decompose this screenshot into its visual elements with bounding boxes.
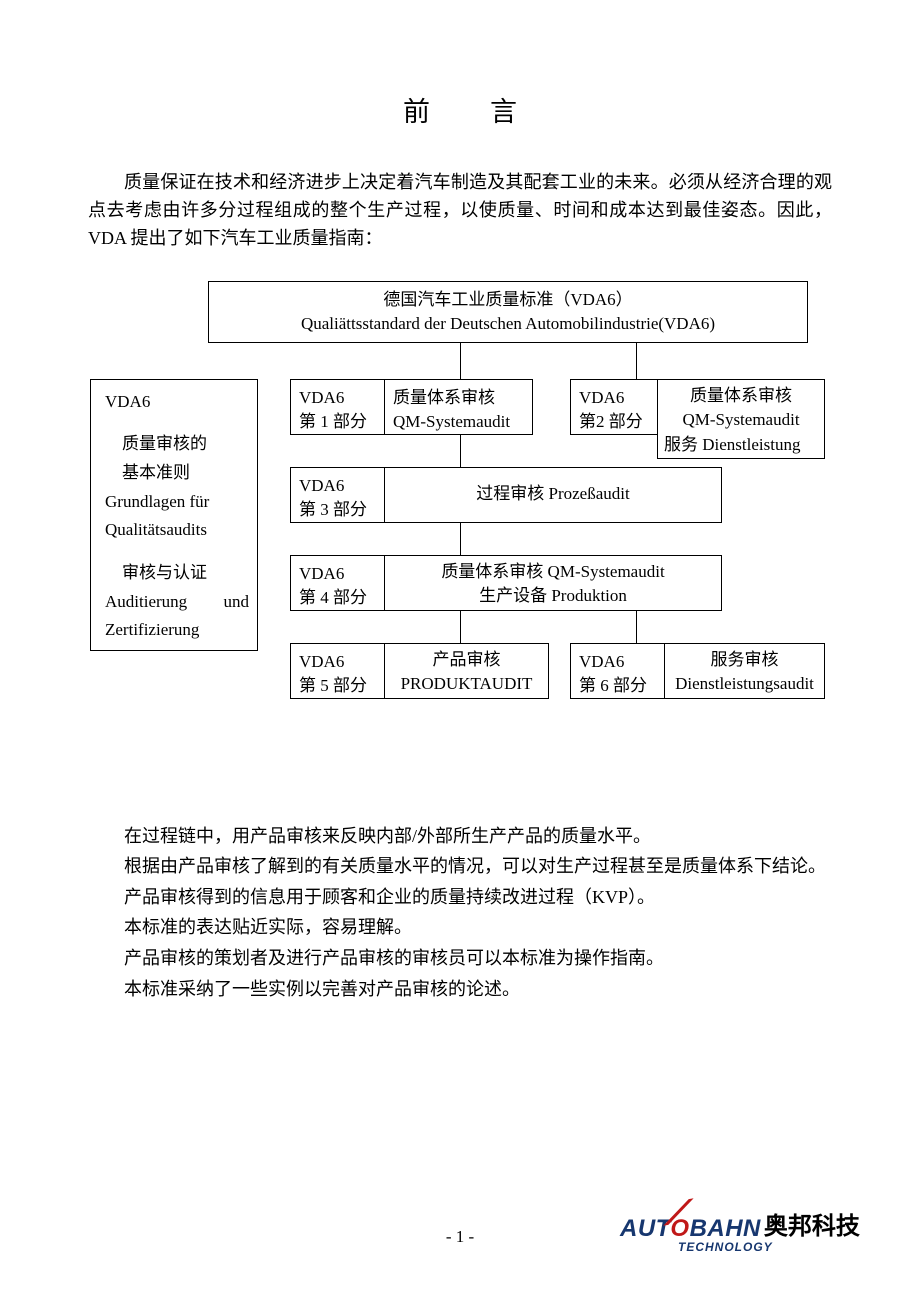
box-part1-a: VDA6 第 1 部分 <box>290 379 385 435</box>
body-line: 在过程链中，用产品审核来反映内部/外部所生产产品的质量水平。 <box>124 821 832 852</box>
connector <box>460 343 461 379</box>
box-part6-a: VDA6 第 6 部分 <box>570 643 665 699</box>
diagram-header-de: Qualiättsstandard der Deutschen Automobi… <box>217 312 799 337</box>
connector <box>636 343 637 379</box>
connector <box>460 523 461 555</box>
left-l3: 基本准则 <box>105 461 249 486</box>
autobahn-logo: ⟋ AUTOBAHN 奥邦科技 TECHNOLOGY <box>620 1206 880 1262</box>
box-part4-b: 质量体系审核 QM-Systemaudit 生产设备 Produktion <box>384 555 722 611</box>
left-l2: 质量审核的 <box>105 432 249 457</box>
diagram-header: 德国汽车工业质量标准（VDA6） Qualiättsstandard der D… <box>208 281 808 343</box>
left-l8: Zertifizierung <box>105 618 249 643</box>
box-part2-a: VDA6 第2 部分 <box>570 379 658 435</box>
box-part5-a: VDA6 第 5 部分 <box>290 643 385 699</box>
body-line: 产品审核得到的信息用于顾客和企业的质量持续改进过程（KVP）。 <box>124 882 832 913</box>
connector <box>460 611 461 643</box>
connector <box>460 435 461 467</box>
body-line: 产品审核的策划者及进行产品审核的审核员可以本标准为操作指南。 <box>124 943 832 974</box>
body-line: 根据由产品审核了解到的有关质量水平的情况，可以对生产过程甚至是质量体系下结论。 <box>124 851 832 882</box>
box-part2-b: 质量体系审核 QM-Systemaudit 服务 Dienstleistung <box>657 379 825 459</box>
logo-bahn: BAHN <box>690 1215 761 1242</box>
intro-paragraph: 质量保证在技术和经济进步上决定着汽车制造及其配套工业的未来。必须从经济合理的观点… <box>88 169 832 253</box>
box-part6-b: 服务审核 Dienstleistungsaudit <box>664 643 825 699</box>
body-text: 在过程链中，用产品审核来反映内部/外部所生产产品的质量水平。 根据由产品审核了解… <box>124 821 832 1005</box>
diagram-left-box: VDA6 质量审核的 基本准则 Grundlagen für Qualitäts… <box>90 379 258 651</box>
left-l7: Auditierung und <box>105 590 249 615</box>
diagram-header-cn: 德国汽车工业质量标准（VDA6） <box>217 288 799 313</box>
body-line: 本标准的表达贴近实际，容易理解。 <box>124 912 832 943</box>
left-l6: 审核与认证 <box>105 561 249 586</box>
logo-tech: TECHNOLOGY <box>678 1240 880 1254</box>
page-title: 前言 <box>88 90 832 129</box>
left-l1: VDA6 <box>105 390 249 415</box>
box-part5-b: 产品审核 PRODUKTAUDIT <box>384 643 549 699</box>
connector <box>636 611 637 643</box>
left-l5: Qualitätsaudits <box>105 518 249 543</box>
vda6-diagram: 德国汽车工业质量标准（VDA6） Qualiättsstandard der D… <box>90 281 830 721</box>
box-part4-a: VDA6 第 4 部分 <box>290 555 385 611</box>
logo-cn: 奥邦科技 <box>764 1206 860 1241</box>
logo-swoosh-icon: ⟋ <box>661 1196 697 1233</box>
left-l4: Grundlagen für <box>105 490 249 515</box>
box-part3-b: 过程审核 Prozeßaudit <box>384 467 722 523</box>
body-line: 本标准采纳了一些实例以完善对产品审核的论述。 <box>124 974 832 1005</box>
box-part1-b: 质量体系审核 QM-Systemaudit <box>384 379 533 435</box>
box-part3-a: VDA6 第 3 部分 <box>290 467 385 523</box>
